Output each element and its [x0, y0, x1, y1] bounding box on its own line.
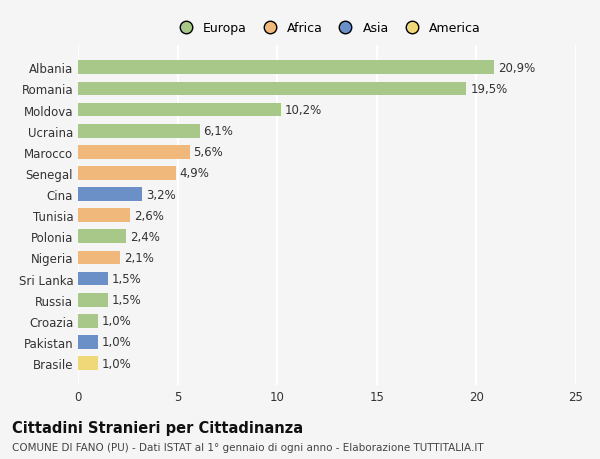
- Bar: [78, 167, 176, 180]
- Bar: [78, 62, 494, 75]
- Text: 5,6%: 5,6%: [194, 146, 223, 159]
- Bar: [78, 83, 466, 96]
- Text: 1,0%: 1,0%: [102, 357, 131, 370]
- Bar: [78, 272, 108, 286]
- Text: 1,5%: 1,5%: [112, 294, 142, 307]
- Text: 1,0%: 1,0%: [102, 314, 131, 328]
- Bar: [78, 124, 200, 138]
- Bar: [78, 314, 98, 328]
- Text: Cittadini Stranieri per Cittadinanza: Cittadini Stranieri per Cittadinanza: [12, 420, 303, 435]
- Bar: [78, 251, 120, 265]
- Bar: [78, 336, 98, 349]
- Text: 20,9%: 20,9%: [499, 62, 536, 75]
- Bar: [78, 230, 126, 244]
- Bar: [78, 146, 190, 159]
- Text: 10,2%: 10,2%: [285, 104, 322, 117]
- Text: 4,9%: 4,9%: [179, 167, 209, 180]
- Text: 6,1%: 6,1%: [203, 125, 233, 138]
- Bar: [78, 209, 130, 223]
- Text: 1,5%: 1,5%: [112, 273, 142, 285]
- Text: 2,4%: 2,4%: [130, 230, 160, 243]
- Text: COMUNE DI FANO (PU) - Dati ISTAT al 1° gennaio di ogni anno - Elaborazione TUTTI: COMUNE DI FANO (PU) - Dati ISTAT al 1° g…: [12, 442, 484, 452]
- Bar: [78, 103, 281, 117]
- Text: 3,2%: 3,2%: [146, 188, 175, 201]
- Text: 2,6%: 2,6%: [134, 209, 164, 222]
- Bar: [78, 357, 98, 370]
- Bar: [78, 293, 108, 307]
- Text: 2,1%: 2,1%: [124, 252, 154, 264]
- Bar: [78, 188, 142, 202]
- Text: 1,0%: 1,0%: [102, 336, 131, 349]
- Legend: Europa, Africa, Asia, America: Europa, Africa, Asia, America: [169, 18, 485, 39]
- Text: 19,5%: 19,5%: [470, 83, 508, 96]
